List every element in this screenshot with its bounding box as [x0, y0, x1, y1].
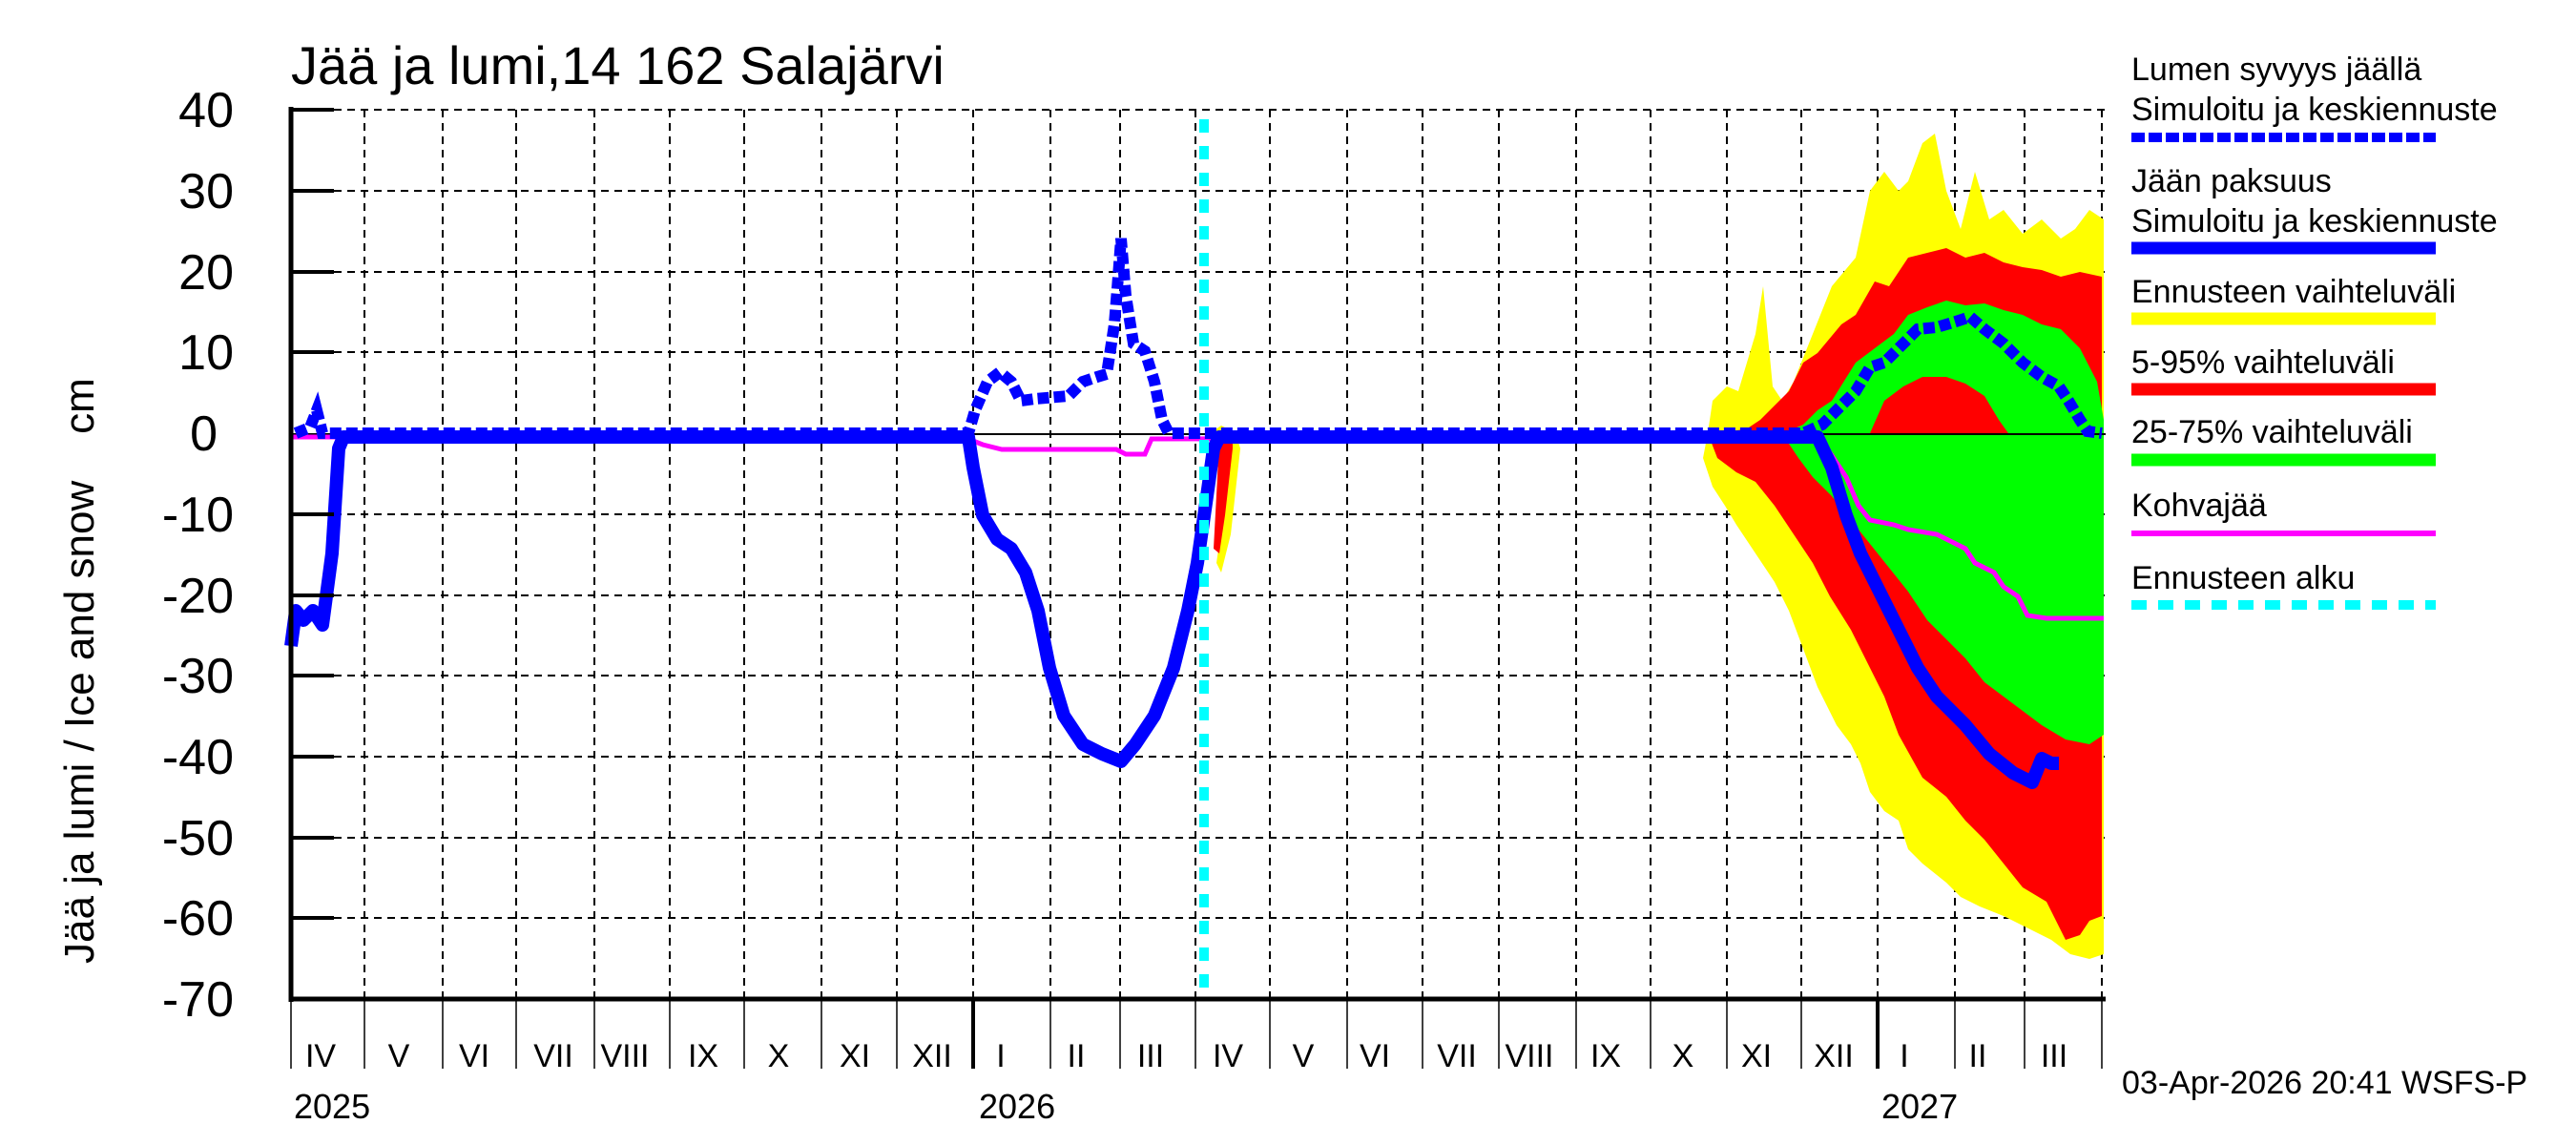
legend-item-snow-depth: Lumen syvyys jäällä Simuloitu ja keskien… [2131, 52, 2498, 142]
month-label: XII [1814, 1038, 1854, 1074]
x-month-labels: IV V VI VII VIII IX X XI XII I II III IV… [305, 1038, 2067, 1074]
y-tick-label: -30 [162, 649, 234, 704]
month-label: VII [1437, 1038, 1477, 1074]
month-label: I [1900, 1038, 1908, 1074]
month-label: VI [459, 1038, 489, 1074]
y-tick-label: 10 [178, 325, 234, 381]
month-label: I [996, 1038, 1005, 1074]
legend-label: Ennusteen alku [2131, 560, 2355, 596]
legend-item-5-95: 5-95% vaihteluväli [2131, 344, 2436, 396]
legend-item-kohvajaa: Kohvajää [2131, 488, 2436, 536]
y-tick-label: -20 [162, 569, 234, 624]
month-label: V [1293, 1038, 1315, 1074]
legend-label: Jään paksuus [2131, 163, 2332, 199]
year-label: 2027 [1881, 1087, 1958, 1126]
month-label: XI [840, 1038, 870, 1074]
legend-label: 25-75% vaihteluväli [2131, 414, 2413, 450]
month-label: VII [533, 1038, 573, 1074]
plot-frame [288, 107, 2106, 1002]
month-label: XII [912, 1038, 952, 1074]
y-tick-label: 0 [190, 406, 218, 462]
y-tick-labels: 40 30 20 10 0 -10 -20 -30 -40 -50 -60 -7… [162, 83, 234, 1028]
legend-item-25-75: 25-75% vaihteluväli [2131, 414, 2436, 467]
y-axis-label: Jää ja lumi / Ice and snow cm [56, 378, 103, 964]
month-label: II [1068, 1038, 1086, 1074]
legend-item-forecast-range: Ennusteen vaihteluväli [2131, 274, 2456, 325]
y-tick-label: -40 [162, 730, 234, 785]
month-label: VIII [600, 1038, 649, 1074]
legend-label: Simuloitu ja keskiennuste [2131, 203, 2498, 239]
month-label: XI [1741, 1038, 1772, 1074]
forecast-bands [1210, 134, 2104, 959]
month-label: IV [1213, 1038, 1243, 1074]
month-label: IV [305, 1038, 336, 1074]
legend-label: Simuloitu ja keskiennuste [2131, 92, 2498, 128]
year-label: 2026 [979, 1087, 1055, 1126]
month-separators [290, 999, 2103, 1069]
band-25-75-upper-inner [1870, 377, 2008, 433]
legend-label: Ennusteen vaihteluväli [2131, 274, 2456, 310]
legend: Lumen syvyys jäällä Simuloitu ja keskien… [2131, 52, 2498, 610]
y-tick-label: 20 [178, 245, 234, 301]
month-label: II [1969, 1038, 1987, 1074]
legend-label: 5-95% vaihteluväli [2131, 344, 2395, 381]
y-tick-label: 40 [178, 83, 234, 138]
legend-label: Lumen syvyys jäällä [2131, 52, 2421, 88]
month-label: V [388, 1038, 410, 1074]
year-label: 2025 [294, 1087, 370, 1126]
legend-label: Kohvajää [2131, 488, 2267, 524]
timestamp-footer: 03-Apr-2026 20:41 WSFS-P [2122, 1065, 2527, 1101]
legend-item-ice-thickness: Jään paksuus Simuloitu ja keskiennuste [2131, 163, 2498, 255]
kohvajaa-line [291, 434, 2104, 621]
band-spring-2026-red [1214, 433, 1233, 553]
month-label: X [1672, 1038, 1694, 1074]
month-label: III [1137, 1038, 1164, 1074]
ice-thickness-line [284, 430, 2059, 789]
month-label: VI [1360, 1038, 1390, 1074]
y-tick-label: -70 [162, 972, 234, 1028]
month-label: X [768, 1038, 790, 1074]
month-label: III [2041, 1038, 2067, 1074]
y-tick-label: 30 [178, 164, 234, 219]
month-label: VIII [1505, 1038, 1553, 1074]
snow-depth-line [293, 238, 2103, 439]
y-tick-label: -60 [162, 891, 234, 947]
x-year-labels: 2025 2026 2027 [294, 1087, 1958, 1126]
y-tick-label: -50 [162, 811, 234, 866]
band-25-75 [1784, 301, 2104, 744]
month-label: IX [688, 1038, 718, 1074]
y-tick-label: -10 [162, 488, 234, 543]
chart-title: Jää ja lumi,14 162 Salajärvi [291, 35, 945, 95]
legend-item-forecast-start: Ennusteen alku [2131, 560, 2436, 610]
month-label: IX [1590, 1038, 1621, 1074]
